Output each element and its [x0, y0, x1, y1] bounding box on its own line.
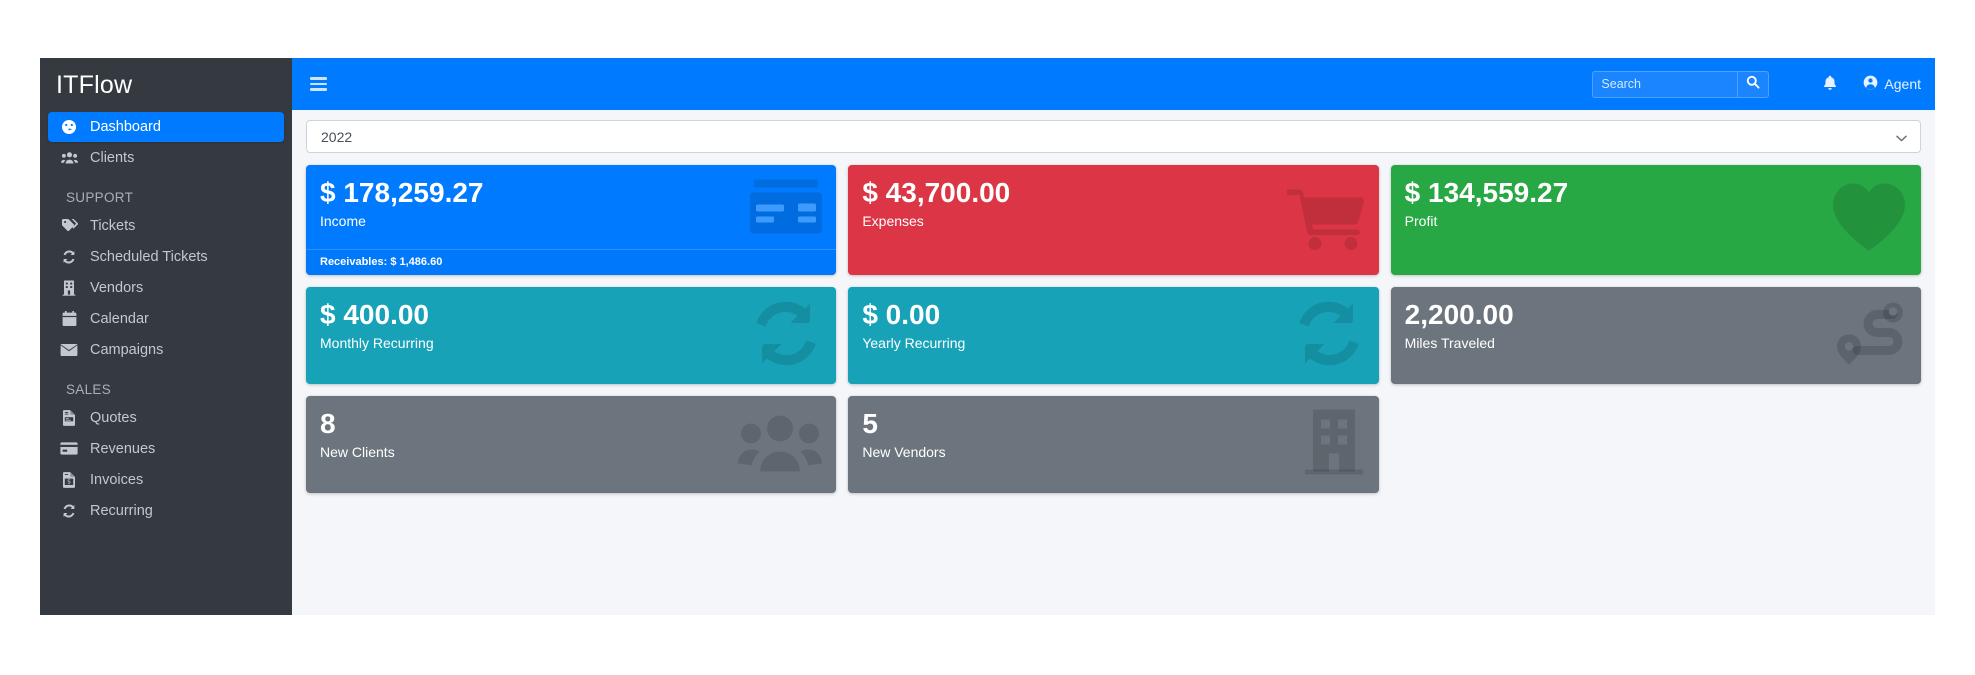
cards-row-1: $ 178,259.27 Income Receivables: $ 1,486…: [306, 165, 1921, 275]
dashboard-icon: [58, 119, 80, 135]
sidebar-item-campaigns[interactable]: Campaigns: [48, 335, 284, 365]
calendar-icon: [58, 310, 80, 327]
card-value: 5: [862, 408, 878, 439]
sidebar-item-invoices[interactable]: $ Invoices: [48, 465, 284, 495]
chevron-down-icon: [1896, 129, 1907, 145]
sync-icon: [58, 503, 80, 519]
card-value: $ 0.00: [862, 299, 941, 330]
card-new-clients[interactable]: 8 New Clients: [306, 396, 837, 493]
sidebar-item-label: Clients: [90, 149, 135, 166]
card-new-vendors[interactable]: 5 New Vendors: [848, 396, 1379, 493]
app-shell: ITFlow Dashboard: [40, 58, 1935, 615]
sidebar-item-label: Quotes: [90, 409, 137, 426]
sidebar-item-label: Calendar: [90, 310, 149, 327]
sidebar: ITFlow Dashboard: [40, 58, 292, 615]
cards-row-2: $ 400.00 Monthly Recurring $ 0.00 Yearly…: [306, 287, 1921, 384]
content-wrapper: Agent 2022 $ 178,259.27 Income Receivabl…: [292, 58, 1935, 615]
search-button[interactable]: [1737, 70, 1770, 98]
sidebar-item-label: Tickets: [90, 217, 136, 234]
credit-card-icon: [58, 442, 80, 455]
file-dollar-icon: $: [58, 471, 80, 488]
card-value: $ 400.00: [320, 299, 429, 330]
main-content: 2022 $ 178,259.27 Income Receivables: $ …: [292, 110, 1935, 615]
brand-title[interactable]: ITFlow: [56, 71, 133, 99]
hamburger-icon[interactable]: [310, 73, 332, 95]
card-label: Yearly Recurring: [862, 335, 966, 352]
card-value: $ 178,259.27: [320, 177, 484, 208]
card-label: New Clients: [320, 444, 395, 461]
sidebar-item-recurring[interactable]: Recurring: [48, 496, 284, 526]
sidebar-item-tickets[interactable]: Tickets: [48, 211, 284, 241]
file-invoice-icon: [58, 409, 80, 426]
sidebar-item-label: Vendors: [90, 279, 144, 296]
sidebar-item-label: Scheduled Tickets: [90, 248, 208, 265]
sidebar-item-label: Revenues: [90, 440, 156, 457]
card-label: Monthly Recurring: [320, 335, 434, 352]
sidebar-item-revenues[interactable]: Revenues: [48, 434, 284, 464]
sidebar-section-sales: SALES: [66, 381, 112, 397]
card-value: $ 43,700.00: [862, 177, 1011, 208]
sidebar-item-quotes[interactable]: Quotes: [48, 403, 284, 433]
sidebar-section-support: SUPPORT: [66, 189, 134, 205]
card-label: Profit: [1404, 213, 1438, 230]
card-label: Miles Traveled: [1404, 335, 1495, 352]
card-footer: Receivables: $ 1,486.60: [306, 249, 837, 275]
envelope-icon: [58, 343, 80, 357]
sync-icon: [58, 249, 80, 265]
card-miles-traveled[interactable]: 2,200.00 Miles Traveled: [1390, 287, 1921, 384]
card-value: 2,200.00: [1404, 299, 1514, 330]
card-monthly-recurring[interactable]: $ 400.00 Monthly Recurring: [306, 287, 837, 384]
card-income[interactable]: $ 178,259.27 Income Receivables: $ 1,486…: [306, 165, 837, 275]
card-label: Expenses: [862, 213, 924, 230]
card-label: Income: [320, 213, 366, 230]
sidebar-item-calendar[interactable]: Calendar: [48, 304, 284, 334]
card-value: $ 134,559.27: [1404, 177, 1569, 208]
year-filter-select[interactable]: 2022: [306, 120, 1921, 153]
sidebar-item-dashboard[interactable]: Dashboard: [48, 111, 284, 142]
bell-icon: [1823, 75, 1837, 94]
card-expenses[interactable]: $ 43,700.00 Expenses: [848, 165, 1379, 275]
cards-row-3: 8 New Clients 5: [306, 396, 1921, 493]
tag-icon: [58, 218, 80, 233]
year-filter-value: 2022: [321, 128, 353, 145]
search-input[interactable]: [1592, 70, 1738, 98]
sidebar-nav: Dashboard Clients SUPPORT: [40, 111, 292, 526]
sidebar-item-label: Campaigns: [90, 341, 164, 358]
card-value: 8: [320, 408, 336, 439]
search-icon: [1746, 75, 1760, 94]
notifications-button[interactable]: [1823, 75, 1837, 94]
clients-icon: [58, 151, 80, 165]
sidebar-item-label: Invoices: [90, 471, 144, 488]
sidebar-item-label: Recurring: [90, 502, 153, 519]
card-label: New Vendors: [862, 444, 946, 461]
user-circle-icon: [1863, 75, 1878, 93]
search-group: [1592, 70, 1770, 98]
card-profit[interactable]: $ 134,559.27 Profit: [1390, 165, 1921, 275]
user-menu[interactable]: Agent: [1863, 75, 1921, 93]
svg-text:$: $: [67, 478, 71, 485]
user-label: Agent: [1884, 76, 1921, 92]
sidebar-item-vendors[interactable]: Vendors: [48, 273, 284, 303]
sidebar-item-clients[interactable]: Clients: [48, 143, 284, 173]
sidebar-item-label: Dashboard: [90, 118, 161, 135]
building-icon: [58, 280, 80, 296]
card-yearly-recurring[interactable]: $ 0.00 Yearly Recurring: [848, 287, 1379, 384]
sidebar-item-scheduled-tickets[interactable]: Scheduled Tickets: [48, 242, 284, 272]
top-navbar: Agent: [292, 58, 1935, 110]
